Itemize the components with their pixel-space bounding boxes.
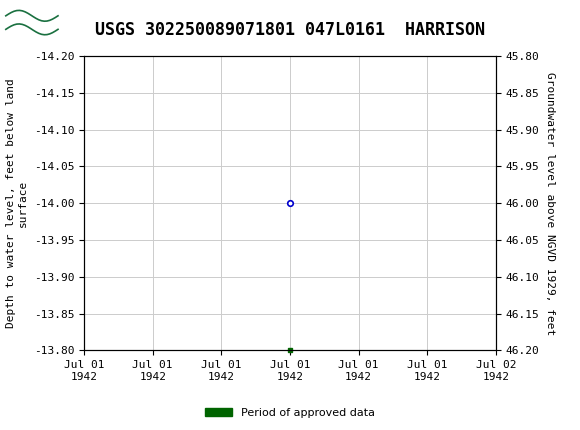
Text: USGS: USGS xyxy=(65,13,125,32)
Bar xyxy=(5,3,60,42)
Text: USGS 302250089071801 047L0161  HARRISON: USGS 302250089071801 047L0161 HARRISON xyxy=(95,21,485,39)
Y-axis label: Depth to water level, feet below land
surface: Depth to water level, feet below land su… xyxy=(6,78,28,328)
Y-axis label: Groundwater level above NGVD 1929, feet: Groundwater level above NGVD 1929, feet xyxy=(545,71,555,335)
Legend: Period of approved data: Period of approved data xyxy=(200,403,380,422)
